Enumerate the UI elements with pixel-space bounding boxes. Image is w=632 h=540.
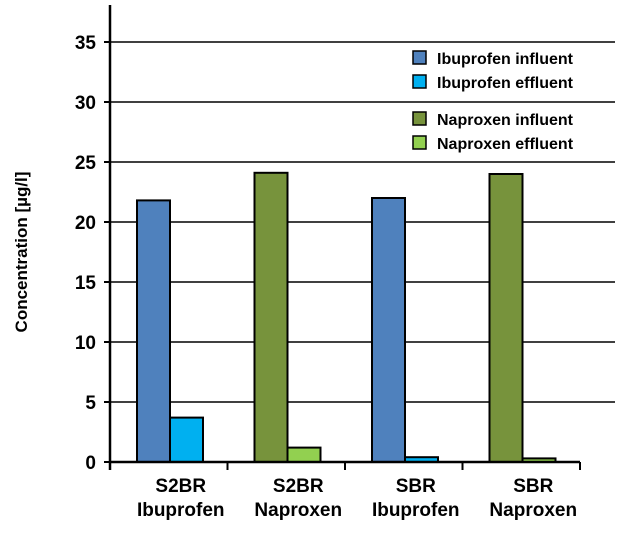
y-axis-label: Concentration [µg/l] — [12, 172, 31, 333]
gridlines — [110, 41, 615, 403]
x-tick-label: S2BR — [155, 476, 206, 497]
x-tick-label: Ibuprofen — [372, 500, 460, 521]
bar — [488, 173, 524, 463]
legend-swatch — [412, 50, 427, 65]
bar — [371, 197, 406, 463]
x-tick-label: Naproxen — [254, 500, 342, 521]
y-tick-label: 20 — [75, 213, 96, 234]
bar — [136, 199, 171, 463]
bars — [136, 171, 557, 464]
x-tick-label: Ibuprofen — [137, 500, 225, 521]
legend-swatch — [412, 135, 427, 150]
bar — [253, 171, 289, 464]
y-tick-label: 5 — [85, 393, 96, 414]
bar — [169, 416, 204, 464]
legend-label: Naproxen effluent — [437, 136, 574, 153]
y-tick-label: 0 — [85, 453, 96, 474]
x-tick-label: S2BR — [273, 476, 324, 497]
y-tick-label: 15 — [75, 273, 97, 294]
y-tick-label: 10 — [75, 333, 96, 354]
axes — [104, 5, 581, 470]
legend-label: Naproxen influent — [437, 112, 574, 129]
legend-swatch — [412, 74, 427, 89]
x-tick-label: SBR — [513, 476, 553, 497]
x-tick-label: SBR — [396, 476, 436, 497]
bar — [286, 446, 322, 464]
y-tick-label: 25 — [75, 153, 97, 174]
legend: Ibuprofen influent Ibuprofen effluent Napr… — [412, 50, 574, 153]
y-tick-label: 35 — [75, 33, 97, 54]
y-tick-labels: 0 5 10 15 20 25 30 35 — [75, 33, 97, 474]
x-tick-labels: S2BR Ibuprofen S2BR Naproxen SBR Ibuprofen SBR… — [137, 476, 577, 521]
y-tick-label: 30 — [75, 93, 96, 114]
legend-swatch — [412, 111, 427, 126]
legend-label: Ibuprofen influent — [437, 51, 574, 68]
x-tick-label: Naproxen — [489, 500, 577, 521]
legend-label: Ibuprofen effluent — [437, 75, 574, 92]
